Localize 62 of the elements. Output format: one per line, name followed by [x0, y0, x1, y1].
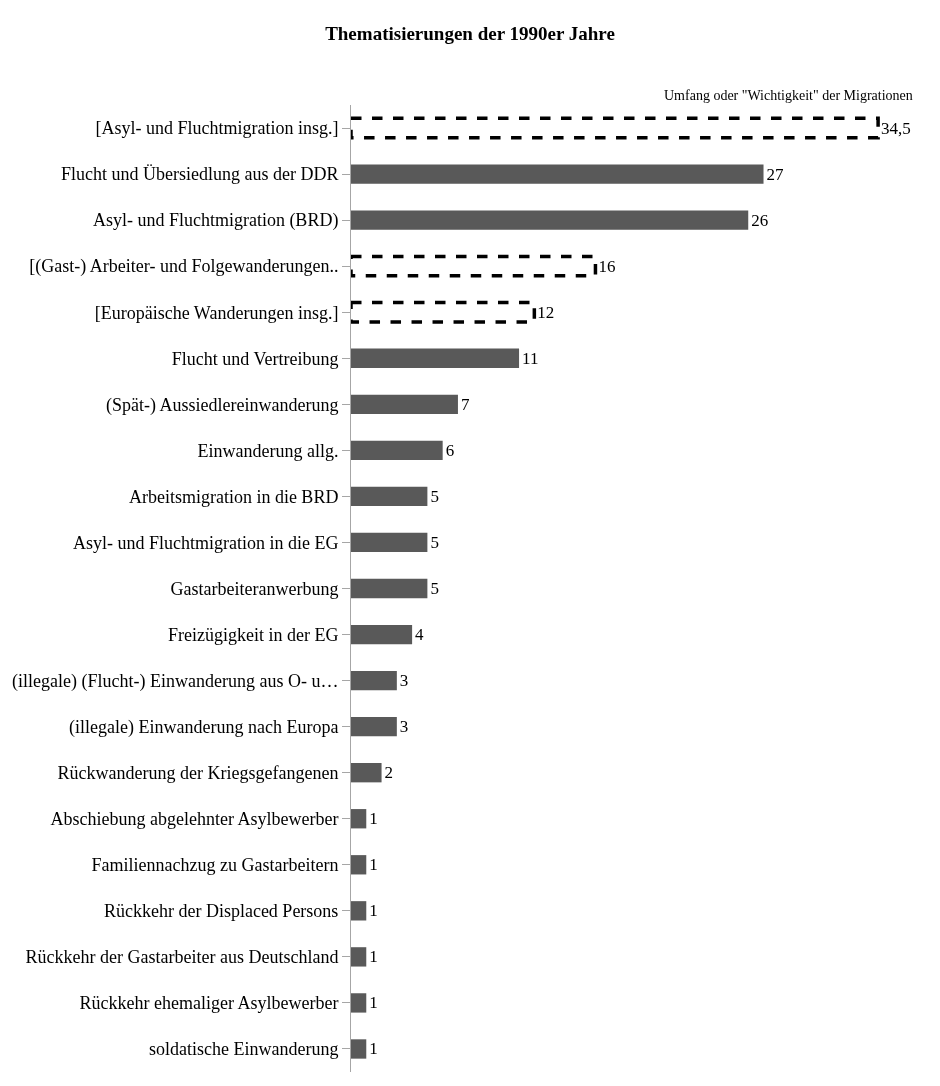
data-label: 5	[430, 579, 439, 598]
y-tick-label: Rückkehr der Displaced Persons	[103, 901, 339, 922]
bar	[351, 348, 520, 368]
bar	[351, 394, 458, 414]
y-tick-label: Rückwanderung der Kriegsgefangenen	[57, 762, 339, 783]
y-tick-label: Asyl- und Fluchtmigration (BRD)	[92, 210, 339, 232]
data-label: 12	[537, 302, 555, 322]
bar	[351, 763, 382, 783]
data-label: 3	[399, 671, 409, 691]
y-tick-label: [(Gast-) Arbeiter- und Folgewanderungen..	[29, 256, 339, 278]
bar	[351, 716, 397, 737]
bar	[351, 624, 413, 645]
data-label: 3	[399, 717, 409, 737]
bar	[351, 164, 764, 184]
data-label: 1	[369, 947, 378, 967]
bar	[351, 486, 428, 507]
data-label: 7	[460, 394, 470, 414]
chart-title: Thematisierungen der 1990er Jahre	[325, 23, 615, 45]
y-tick-label: Rückkehr ehemaliger Asylbewerber	[79, 993, 339, 1014]
y-tick-label: [Europäische Wanderungen insg.]	[94, 302, 339, 323]
y-tick-label: (illegale) Einwanderung nach Europa	[69, 716, 339, 738]
y-tick-label: Familiennachzug zu Gastarbeitern	[91, 855, 339, 876]
data-label: 5	[430, 532, 439, 552]
y-tick-label: Rückkehr der Gastarbeiter aus Deutschland	[25, 947, 339, 968]
data-label: 1	[369, 809, 378, 829]
y-tick-label: Gastarbeiteranwerbung	[170, 578, 339, 599]
y-tick-label: Flucht und Übersiedlung aus der DDR	[60, 164, 339, 185]
y-tick-label: Freizügigkeit in der EG	[167, 624, 339, 645]
data-label: 6	[445, 440, 455, 460]
y-tick-label: (Spät-) Aussiedlereinwanderung	[105, 394, 339, 416]
data-label: 1	[369, 855, 378, 875]
y-tick-label: Flucht und Vertreibung	[171, 348, 339, 369]
bar	[351, 670, 397, 691]
y-tick-label: Einwanderung allg.	[197, 440, 339, 461]
data-label: 34,5	[881, 118, 911, 138]
data-label: 16	[598, 256, 616, 276]
y-tick-label: [Asyl- und Fluchtmigration insg.]	[95, 118, 339, 139]
y-tick-label: soldatische Einwanderung	[148, 1039, 339, 1060]
data-label: 27	[766, 164, 785, 184]
data-label: 1	[369, 1039, 378, 1059]
data-label: 1	[369, 993, 378, 1013]
y-tick-label: Asyl- und Fluchtmigration in die EG	[72, 532, 339, 553]
bar	[351, 532, 428, 553]
bar	[351, 947, 367, 967]
bar	[351, 855, 367, 875]
data-label: 26	[751, 210, 769, 230]
y-tick-label: Abschiebung abgelehnter Asylbewerber	[50, 809, 339, 830]
bar	[351, 210, 749, 230]
bar	[351, 1039, 367, 1059]
data-label: 4	[415, 625, 425, 645]
data-label: 1	[369, 901, 378, 921]
x-axis-title: Umfang oder "Wichtigkeit" der Migrationen	[664, 88, 913, 103]
data-label: 11	[522, 348, 539, 368]
data-label: 2	[384, 763, 394, 783]
data-label: 5	[430, 486, 439, 506]
y-tick-label: Arbeitsmigration in die BRD	[128, 486, 339, 507]
bar	[351, 578, 428, 599]
bar	[351, 809, 367, 829]
y-tick-label: (illegale) (Flucht-) Einwanderung aus O- u…	[11, 670, 339, 692]
bar	[351, 440, 443, 461]
bar	[351, 993, 367, 1013]
bar	[351, 901, 367, 921]
